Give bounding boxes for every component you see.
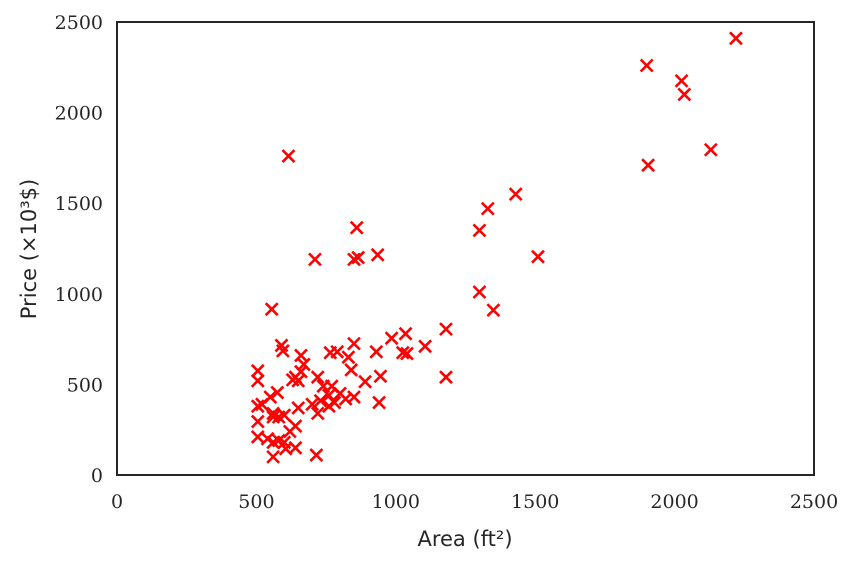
data-point — [310, 406, 325, 421]
data-point — [250, 399, 265, 414]
x-tick-label: 500 — [238, 491, 274, 513]
data-point — [296, 357, 311, 372]
data-point — [264, 302, 279, 317]
data-point — [309, 448, 324, 462]
data-point — [291, 401, 306, 415]
data-point — [439, 322, 453, 337]
data-point — [321, 399, 336, 414]
data-point — [275, 343, 290, 358]
data-point — [266, 410, 281, 424]
data-point — [281, 149, 296, 164]
data-point — [266, 435, 281, 450]
data-point — [250, 414, 265, 429]
y-tick-label: 1000 — [55, 284, 103, 306]
data-point — [250, 430, 265, 444]
data-point — [347, 390, 361, 405]
data-point — [398, 326, 413, 341]
data-point — [370, 247, 385, 262]
x-axis-title: Area (ft²) — [417, 527, 512, 551]
data-point — [347, 252, 361, 267]
data-point — [639, 58, 654, 73]
data-point — [729, 31, 743, 46]
data-point — [277, 408, 292, 423]
data-point — [349, 220, 364, 235]
data-point — [294, 348, 308, 363]
y-axis-ticks: 0 500 1000 1500 2000 2500 — [55, 12, 103, 487]
y-tick-label: 2000 — [55, 103, 103, 125]
x-axis-ticks: 0 500 1000 1500 2000 2500 — [111, 491, 838, 513]
y-tick-label: 2500 — [55, 12, 103, 34]
data-point — [400, 346, 414, 361]
y-tick-label: 1500 — [55, 193, 103, 215]
data-point — [703, 142, 718, 157]
data-point — [308, 252, 322, 267]
data-point — [677, 87, 692, 102]
data-point — [341, 350, 356, 365]
data-point — [439, 370, 453, 385]
data-point — [305, 397, 320, 412]
y-tick-label: 500 — [67, 374, 103, 396]
x-tick-label: 1000 — [372, 491, 420, 513]
data-point — [373, 369, 388, 384]
y-axis-title: Price (×10³$) — [17, 179, 41, 319]
data-point — [674, 73, 689, 88]
data-point — [323, 345, 338, 360]
data-point — [372, 395, 386, 410]
data-point — [486, 303, 501, 318]
data-point — [358, 374, 373, 389]
data-point — [347, 336, 361, 351]
x-tick-label: 2500 — [790, 491, 838, 513]
data-point — [288, 440, 303, 455]
data-point — [472, 285, 487, 299]
data-point — [641, 158, 656, 173]
data-point — [266, 449, 281, 464]
x-tick-label: 1500 — [511, 491, 559, 513]
data-points — [250, 31, 743, 464]
data-point — [255, 397, 269, 412]
data-point — [369, 344, 384, 359]
data-point — [291, 373, 306, 388]
data-point — [508, 187, 523, 202]
data-point — [351, 250, 366, 265]
data-point — [480, 201, 495, 216]
x-tick-label: 0 — [111, 491, 123, 513]
data-point — [313, 393, 328, 408]
data-point — [250, 363, 265, 378]
data-point — [472, 223, 487, 238]
data-point — [250, 373, 265, 388]
x-tick-label: 2000 — [650, 491, 698, 513]
data-point — [282, 424, 297, 439]
data-point — [270, 385, 285, 400]
data-point — [531, 249, 545, 264]
data-point — [418, 339, 432, 354]
plot-area — [116, 21, 815, 476]
y-tick-label: 0 — [91, 465, 103, 487]
data-point — [310, 370, 325, 385]
data-point — [395, 345, 410, 360]
data-point — [344, 362, 359, 377]
data-point — [384, 331, 399, 346]
